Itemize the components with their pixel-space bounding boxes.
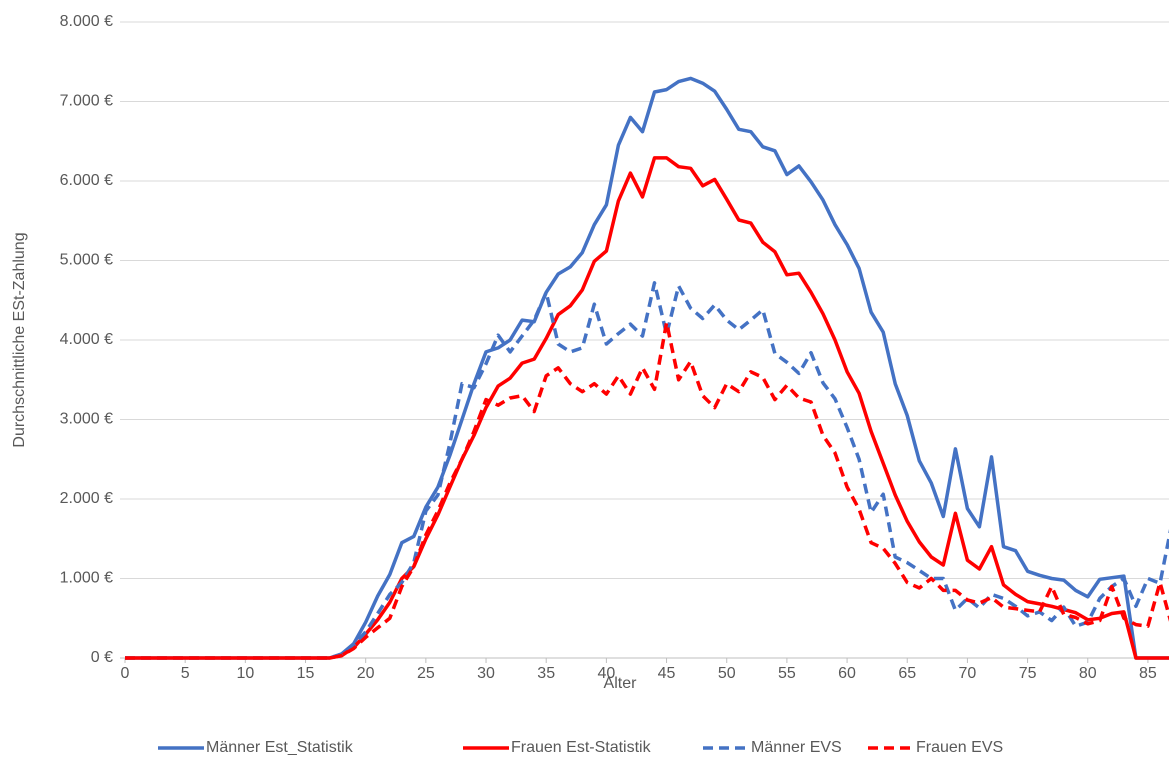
x-tick-label: 80 [1079, 665, 1097, 682]
y-axis-title: Durchschnittliche ESt-Zahlung [11, 232, 28, 447]
x-tick-label: 65 [898, 665, 916, 682]
series-line [125, 320, 1169, 660]
x-tick-label: 45 [658, 665, 676, 682]
x-tick-label: 35 [537, 665, 555, 682]
x-tick-label: 30 [477, 665, 495, 682]
y-tick-label: 6.000 € [60, 172, 113, 189]
x-tick-label: 50 [718, 665, 736, 682]
x-tick-label: 10 [236, 665, 254, 682]
y-tick-label: 0 € [91, 649, 113, 666]
plot-area [125, 76, 1169, 660]
x-tick-label: 55 [778, 665, 796, 682]
x-tick-label: 15 [297, 665, 315, 682]
y-tick-label: 4.000 € [60, 331, 113, 348]
x-tick-label: 70 [959, 665, 977, 682]
y-tick-label: 2.000 € [60, 490, 113, 507]
y-tick-label: 5.000 € [60, 252, 113, 269]
legend-label: Frauen Est-Statistik [511, 739, 652, 756]
y-tick-label: 3.000 € [60, 411, 113, 428]
x-axis-title: Alter [604, 675, 638, 692]
x-tick-label: 85 [1139, 665, 1157, 682]
legend-label: Frauen EVS [916, 739, 1003, 756]
x-tick-label: 5 [181, 665, 190, 682]
x-tick-label: 0 [121, 665, 130, 682]
x-tick-label: 40 [597, 665, 615, 682]
x-tick-label: 75 [1019, 665, 1037, 682]
series-line [125, 76, 1169, 660]
legend-label: Männer Est_Statistik [206, 739, 354, 756]
legend-label: Männer EVS [751, 739, 842, 756]
x-tick-label: 20 [357, 665, 375, 682]
series-line [125, 156, 1169, 660]
y-tick-label: 8.000 € [60, 13, 113, 30]
series-line [125, 281, 1169, 660]
x-tick-label: 60 [838, 665, 856, 682]
y-tick-label: 1.000 € [60, 570, 113, 587]
x-tick-label: 25 [417, 665, 435, 682]
y-tick-label: 7.000 € [60, 93, 113, 110]
